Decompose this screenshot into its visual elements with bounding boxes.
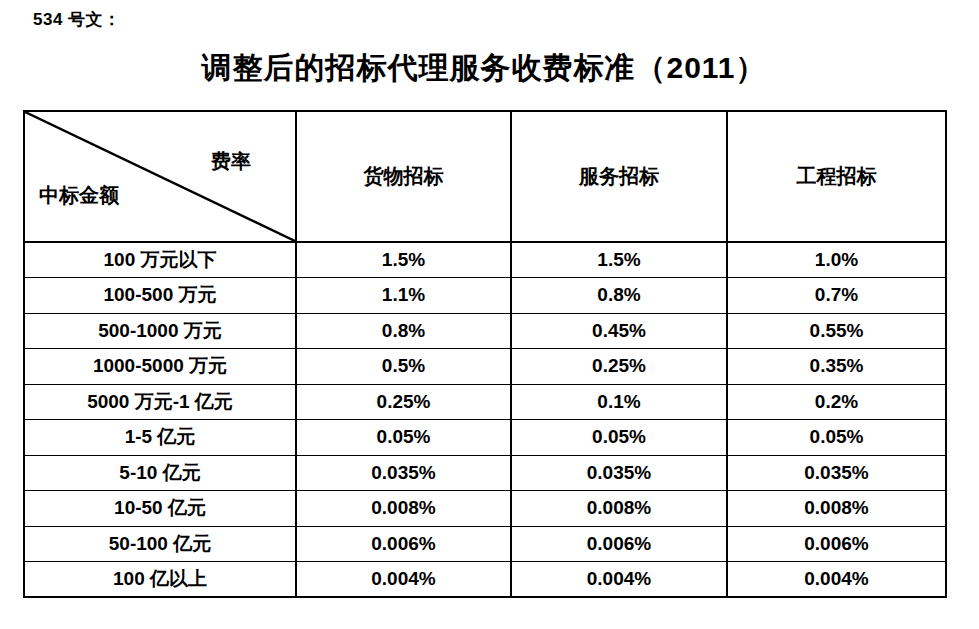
row-label-cell: 1-5 亿元: [24, 420, 296, 456]
rate-cell: 1.1%: [296, 278, 511, 314]
table-row: 5-10 亿元 0.035% 0.035% 0.035%: [24, 455, 946, 491]
table-row: 10-50 亿元 0.008% 0.008% 0.008%: [24, 491, 946, 527]
row-label-cell: 1000-5000 万元: [24, 349, 296, 385]
row-label-cell: 500-1000 万元: [24, 313, 296, 349]
diagonal-divider-line: [25, 112, 295, 241]
diagonal-header-cell: 费率 中标金额: [24, 111, 296, 242]
table-header-row: 费率 中标金额 货物招标 服务招标 工程招标: [24, 111, 946, 242]
table-row: 100 亿以上 0.004% 0.004% 0.004%: [24, 562, 946, 598]
row-label-cell: 100-500 万元: [24, 278, 296, 314]
rate-cell: 0.55%: [727, 313, 946, 349]
table-row: 1000-5000 万元 0.5% 0.25% 0.35%: [24, 349, 946, 385]
rate-cell: 0.008%: [727, 491, 946, 527]
rate-cell: 0.004%: [727, 562, 946, 598]
rate-cell: 0.25%: [511, 349, 727, 385]
column-header-engineering: 工程招标: [727, 111, 946, 242]
table-row: 500-1000 万元 0.8% 0.45% 0.55%: [24, 313, 946, 349]
row-label-cell: 10-50 亿元: [24, 491, 296, 527]
rate-cell: 0.035%: [727, 455, 946, 491]
column-header-service: 服务招标: [511, 111, 727, 242]
row-label-cell: 50-100 亿元: [24, 526, 296, 562]
rate-cell: 1.0%: [727, 242, 946, 278]
rate-cell: 0.35%: [727, 349, 946, 385]
rate-cell: 1.5%: [296, 242, 511, 278]
rate-cell: 0.05%: [727, 420, 946, 456]
rate-cell: 0.05%: [511, 420, 727, 456]
rate-cell: 0.008%: [296, 491, 511, 527]
rate-cell: 0.004%: [296, 562, 511, 598]
page-title: 调整后的招标代理服务收费标准（2011）: [201, 51, 766, 84]
row-label-cell: 5000 万元-1 亿元: [24, 384, 296, 420]
rate-cell: 0.008%: [511, 491, 727, 527]
rate-cell: 0.035%: [296, 455, 511, 491]
rate-cell: 0.035%: [511, 455, 727, 491]
table-row: 100-500 万元 1.1% 0.8% 0.7%: [24, 278, 946, 314]
rate-cell: 0.2%: [727, 384, 946, 420]
table-row: 5000 万元-1 亿元 0.25% 0.1% 0.2%: [24, 384, 946, 420]
table-row: 50-100 亿元 0.006% 0.006% 0.006%: [24, 526, 946, 562]
fee-standard-table: 费率 中标金额 货物招标 服务招标 工程招标 100 万元以下 1.5% 1.5…: [23, 110, 947, 598]
rate-cell: 0.25%: [296, 384, 511, 420]
column-header-goods: 货物招标: [296, 111, 511, 242]
title-container: 调整后的招标代理服务收费标准（2011）: [23, 48, 945, 89]
rate-cell: 0.8%: [296, 313, 511, 349]
rate-cell: 0.8%: [511, 278, 727, 314]
rate-cell: 0.05%: [296, 420, 511, 456]
rate-cell: 0.1%: [511, 384, 727, 420]
row-label-cell: 100 亿以上: [24, 562, 296, 598]
document-page: 534 号文： 调整后的招标代理服务收费标准（2011） 费率 中标金额 货物招…: [0, 0, 979, 629]
document-number-label: 534 号文：: [33, 8, 121, 31]
rate-cell: 0.7%: [727, 278, 946, 314]
rate-cell: 0.5%: [296, 349, 511, 385]
rate-cell: 0.006%: [727, 526, 946, 562]
corner-label-amount: 中标金额: [39, 182, 119, 209]
corner-label-rate: 费率: [211, 148, 251, 175]
table-row: 1-5 亿元 0.05% 0.05% 0.05%: [24, 420, 946, 456]
row-label-cell: 100 万元以下: [24, 242, 296, 278]
rate-cell: 1.5%: [511, 242, 727, 278]
rate-cell: 0.006%: [296, 526, 511, 562]
table-row: 100 万元以下 1.5% 1.5% 1.0%: [24, 242, 946, 278]
row-label-cell: 5-10 亿元: [24, 455, 296, 491]
rate-cell: 0.006%: [511, 526, 727, 562]
rate-cell: 0.45%: [511, 313, 727, 349]
rate-cell: 0.004%: [511, 562, 727, 598]
